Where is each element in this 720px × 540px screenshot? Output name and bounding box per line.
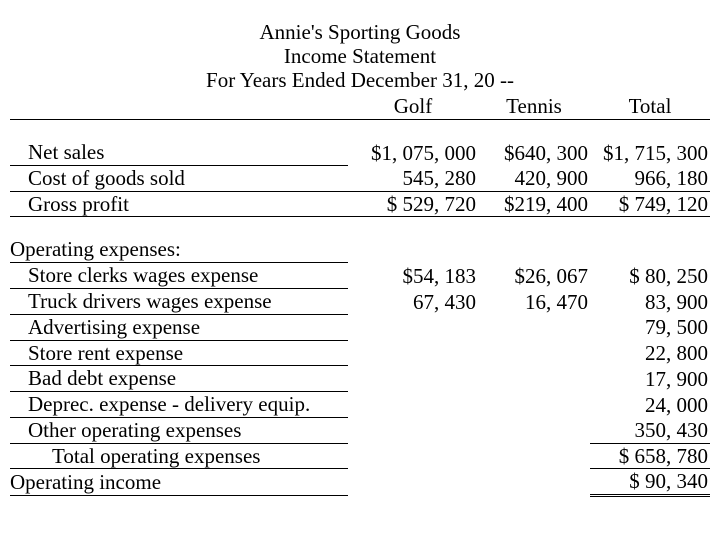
net-sales-golf: $1, 075, 000 — [348, 140, 478, 165]
spacer-row — [10, 120, 710, 141]
row-opex-header: Operating expenses: — [10, 237, 710, 262]
gross-profit-golf: $ 529, 720 — [348, 191, 478, 217]
store-clerks-tennis: $26, 067 — [478, 263, 590, 289]
label-advertising: Advertising expense — [10, 315, 200, 339]
spacer-row — [10, 217, 710, 238]
truck-tennis: 16, 470 — [478, 289, 590, 315]
cogs-total: 966, 180 — [590, 165, 710, 191]
store-rent-total: 22, 800 — [590, 340, 710, 366]
label-store-clerks: Store clerks wages expense — [10, 263, 258, 287]
truck-total: 83, 900 — [590, 289, 710, 315]
label-store-rent: Store rent expense — [10, 341, 183, 365]
col-tennis-header: Tennis — [478, 94, 590, 119]
col-golf-header: Golf — [348, 94, 478, 119]
cogs-tennis: 420, 900 — [478, 165, 590, 191]
column-header-row: Golf Tennis Total — [10, 94, 710, 119]
store-clerks-golf: $54, 183 — [348, 263, 478, 289]
income-statement-table: Golf Tennis Total Net sales $1, 075, 000… — [10, 94, 710, 497]
period-line: For Years Ended December 31, 20 -- — [10, 68, 710, 92]
bad-debt-total: 17, 900 — [590, 366, 710, 392]
row-net-sales: Net sales $1, 075, 000 $640, 300 $1, 715… — [10, 140, 710, 165]
net-sales-tennis: $640, 300 — [478, 140, 590, 165]
row-total-opex: Total operating expenses $ 658, 780 — [10, 443, 710, 469]
operating-income-total: $ 90, 340 — [590, 469, 710, 496]
row-cogs: Cost of goods sold 545, 280 420, 900 966… — [10, 165, 710, 191]
label-net-sales: Net sales — [10, 140, 104, 164]
row-other-opex: Other operating expenses 350, 430 — [10, 417, 710, 443]
col-total-header: Total — [590, 94, 710, 119]
statement-header: Annie's Sporting Goods Income Statement … — [10, 20, 710, 92]
row-store-clerks: Store clerks wages expense $54, 183 $26,… — [10, 263, 710, 289]
row-bad-debt: Bad debt expense 17, 900 — [10, 366, 710, 392]
deprec-total: 24, 000 — [590, 392, 710, 418]
statement-title: Income Statement — [10, 44, 710, 68]
label-cogs: Cost of goods sold — [10, 166, 185, 190]
label-gross-profit: Gross profit — [10, 192, 129, 216]
label-bad-debt: Bad debt expense — [10, 366, 176, 390]
label-operating-income: Operating income — [10, 469, 348, 496]
advertising-total: 79, 500 — [590, 314, 710, 340]
label-deprec: Deprec. expense - delivery equip. — [10, 392, 310, 416]
company-name: Annie's Sporting Goods — [10, 20, 710, 44]
gross-profit-tennis: $219, 400 — [478, 191, 590, 217]
row-gross-profit: Gross profit $ 529, 720 $219, 400 $ 749,… — [10, 191, 710, 217]
row-advertising: Advertising expense 79, 500 — [10, 314, 710, 340]
label-other-opex: Other operating expenses — [10, 418, 241, 442]
row-truck-drivers: Truck drivers wages expense 67, 430 16, … — [10, 289, 710, 315]
gross-profit-total: $ 749, 120 — [590, 191, 710, 217]
label-opex-header: Operating expenses: — [10, 237, 348, 262]
row-deprec: Deprec. expense - delivery equip. 24, 00… — [10, 392, 710, 418]
net-sales-total: $1, 715, 300 — [590, 140, 710, 165]
cogs-golf: 545, 280 — [348, 165, 478, 191]
total-opex-total: $ 658, 780 — [590, 443, 710, 469]
truck-golf: 67, 430 — [348, 289, 478, 315]
row-store-rent: Store rent expense 22, 800 — [10, 340, 710, 366]
label-truck-drivers: Truck drivers wages expense — [10, 289, 272, 313]
row-operating-income: Operating income $ 90, 340 — [10, 469, 710, 496]
label-total-opex: Total operating expenses — [10, 444, 260, 468]
store-clerks-total: $ 80, 250 — [590, 263, 710, 289]
other-opex-total: 350, 430 — [590, 417, 710, 443]
